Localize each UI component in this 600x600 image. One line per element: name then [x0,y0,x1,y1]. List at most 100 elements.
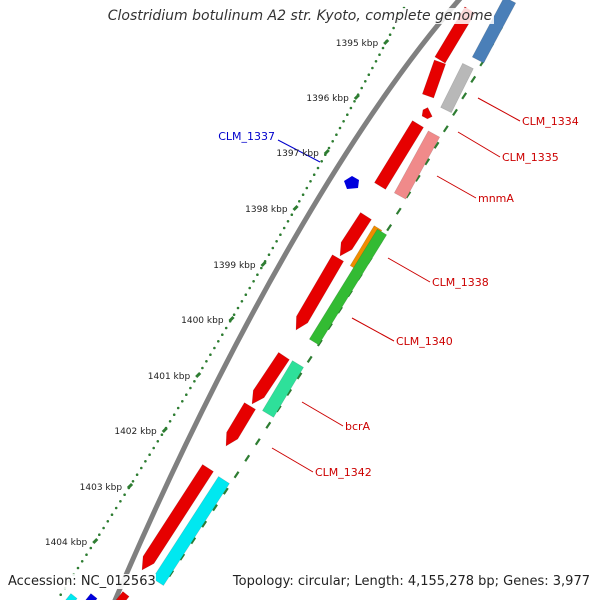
major-tick [383,38,390,46]
tick-dot [301,193,305,196]
tick-dot [290,213,294,216]
gene-feature [152,476,230,586]
label-leader-line [457,131,501,158]
tick-dot [144,460,147,463]
tick-label: 1403 kbp [80,483,123,493]
tick-dot [256,273,259,277]
tick-dot [349,106,353,110]
gene-label: CLM_1338 [432,276,489,289]
tick-label: 1399 kbp [213,261,256,271]
tick-dot [267,253,271,256]
tick-dot [89,546,93,550]
major-tick [92,537,99,545]
tick-dot [185,393,188,397]
accession-text: Accession: NC_012563 [8,574,156,589]
tick-dot [331,140,335,143]
tick-dot [282,226,286,230]
label-leader-line [271,447,314,473]
tick-dot [213,346,216,350]
gene-labels: CLM_1334 CLM_1335 mnmA CLM_1337 CLM_1338 CLM_… [218,115,579,479]
tick-dot [140,466,143,470]
tick-dot [248,286,251,290]
tick-label: 1401 kbp [148,372,191,382]
gene-label: CLM_1340 [396,335,453,348]
tick-dot [236,306,240,310]
tick-label: 1404 kbp [45,538,88,548]
track-tick [452,108,458,116]
track-tick [395,207,402,215]
genome-backbone [112,0,463,600]
tick-label: 1400 kbp [181,316,224,326]
label-leader-line [436,175,477,199]
track-tick [461,92,468,100]
tick-dot [102,526,105,530]
track-tick [442,125,449,133]
tick-dot [224,326,228,330]
tick-label: 1397 kbp [276,149,319,159]
tick-label: 1398 kbp [245,205,288,215]
tick-dot [378,53,381,56]
tick-dot [244,293,248,297]
gene-feature [251,351,290,405]
major-tick [323,148,330,156]
tick-dot [181,400,184,403]
gene-feature [421,107,433,120]
tick-dot [298,200,301,203]
track-tick [179,553,186,561]
gene-feature [421,59,447,99]
gene-features [65,0,517,600]
tick-dot [148,453,151,457]
track-tick [433,141,440,149]
tick-dot [240,300,244,303]
gene-label: CLM_1342 [315,466,372,479]
tick-label: 1395 kbp [336,39,379,49]
tick-dot [193,380,196,383]
tick-dot [85,553,88,556]
tick-dot [320,160,324,163]
label-leader-line [351,317,395,342]
gene-feature [115,591,130,600]
track-tick [254,438,261,446]
tick-dot [131,480,135,483]
gene-label: CLM_1337 [218,130,275,143]
label-leaders [271,97,521,473]
tick-dot [381,46,385,50]
tick-dot [209,353,212,357]
tick-dot [135,473,139,477]
tick-dot [260,266,263,270]
tick-labels: 1395 kbp 1396 kbp 1397 kbp 1398 kbp 1399 kbp… [45,39,379,548]
tick-dot [160,433,164,437]
track-tick [244,454,251,462]
tick-dot [312,173,316,176]
tick-label: 1396 kbp [306,94,349,104]
gene-feature [471,0,517,64]
track-tick [233,471,240,479]
track-tick [386,224,393,232]
genome-summary-text: Topology: circular; Length: 4,155,278 bp… [232,574,590,589]
gene-feature [339,212,372,257]
tick-dot [279,233,282,236]
gene-label: mnmA [478,192,514,205]
tick-dot [119,500,122,503]
gene-label: CLM_1334 [522,115,579,128]
gene-feature [374,120,424,190]
major-tick [353,93,360,101]
tick-dot [76,566,80,570]
tick-label: 1402 kbp [114,427,157,437]
tick-dot [217,340,220,343]
track-tick [190,536,197,545]
track-tick [212,504,218,512]
label-leader-line [277,139,321,163]
tick-dot [106,520,110,523]
tick-dot [335,133,338,136]
tick-dot [59,593,62,596]
tick-dot [205,360,208,363]
tick-dot [156,440,160,443]
gene-feature [295,254,345,331]
genome-title: Clostridium botulinum A2 str. Kyoto, com… [105,8,495,24]
tick-dot [110,513,114,516]
gene-feature [440,62,474,114]
gene-feature [225,402,256,447]
